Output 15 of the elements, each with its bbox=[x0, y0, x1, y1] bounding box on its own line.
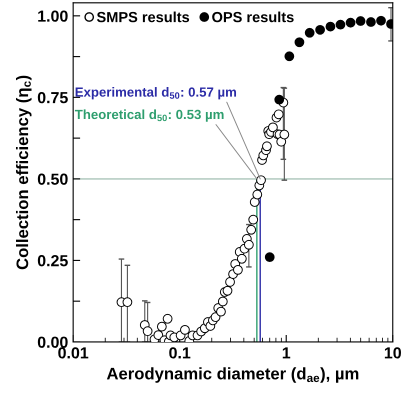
legend-label: SMPS results bbox=[96, 12, 190, 22]
y-tick-label: 1.00 bbox=[38, 10, 68, 22]
y-tick-label: 0.50 bbox=[38, 174, 68, 185]
x-tick-label: 0.01 bbox=[58, 347, 88, 359]
y-tick-label: 0.00 bbox=[38, 336, 68, 348]
y-axis-title: Collection efficiency (η$_{c}$) bbox=[16, 76, 32, 270]
x-tick-label: 10 bbox=[384, 347, 401, 359]
y-tick-label: 0.75 bbox=[38, 92, 68, 104]
legend-label: OPS results bbox=[212, 12, 294, 22]
y-tick-label: 0.25 bbox=[38, 255, 68, 266]
x-axis-title: Aerodynamic diameter (d$_{ae}$), µm bbox=[106, 367, 358, 383]
ref-line-label: Theoretical d$_{50}$: 0.53 µm bbox=[74, 109, 224, 122]
ref-line-label: Experimental d$_{50}$: 0.57 µm bbox=[76, 87, 236, 100]
x-tick-label: 1 bbox=[282, 347, 290, 358]
x-tick-label: 0.1 bbox=[169, 347, 190, 359]
